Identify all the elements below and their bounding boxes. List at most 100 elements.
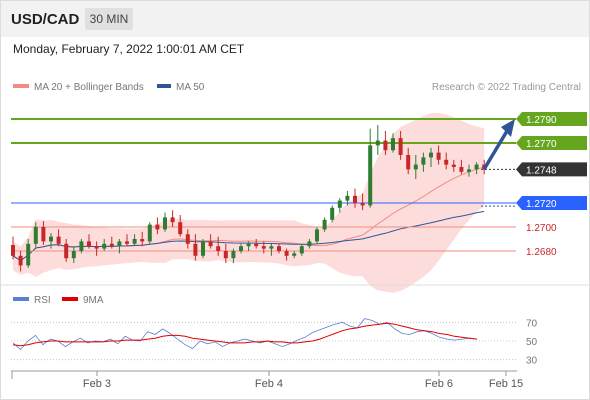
header-bar: USD/CAD 30 MIN (1, 1, 589, 37)
candle (299, 243, 304, 256)
rsi-panel: 70 50 30 (11, 318, 538, 367)
legend-swatch-ma50 (157, 84, 171, 88)
candle (155, 217, 160, 235)
candle (231, 248, 236, 263)
candle (140, 231, 145, 247)
candle (261, 241, 266, 254)
price-levels (11, 118, 516, 252)
bollinger-band-fill (13, 112, 485, 293)
candle (391, 133, 395, 153)
candle (125, 234, 129, 247)
candle (87, 234, 91, 249)
rsi-ma-line (12, 322, 478, 347)
rsi-legend-label: RSI (34, 295, 51, 306)
candle (201, 239, 205, 259)
rsi-tick-50: 50 (526, 337, 538, 348)
copyright-text: Research © 2022 Trading Central (432, 82, 581, 93)
candle (170, 210, 175, 227)
candle (337, 198, 342, 213)
x-tick-label: Feb 6 (425, 378, 453, 390)
level-tag-1.2770 (516, 136, 587, 150)
candle (216, 236, 221, 256)
candle (474, 162, 479, 175)
candle (269, 243, 274, 256)
candle (429, 147, 433, 167)
rsi-line (12, 318, 478, 350)
candle (71, 246, 76, 263)
x-axis: Feb 3 Feb 4 Feb 6 Feb 15 (11, 370, 523, 390)
candle (193, 234, 198, 261)
candle (33, 222, 38, 248)
legend-label-ma20: MA 20 + Bollinger Bands (34, 82, 144, 93)
candle (330, 205, 335, 223)
candle (56, 229, 61, 247)
level-tag-1.2720 (516, 196, 587, 210)
candle (375, 125, 380, 155)
level-text-1.2720: 1.2720 (526, 199, 557, 210)
candle (41, 221, 46, 245)
rsi-tick-30: 30 (526, 356, 538, 367)
candle (178, 215, 183, 237)
candle (398, 131, 403, 160)
candle (79, 239, 84, 254)
candle (208, 234, 213, 249)
candle (18, 251, 23, 272)
datetime-label: Monday, February 7, 2022 1:00:01 AM CET (13, 42, 245, 56)
candle (239, 243, 243, 254)
level-text-1.2770: 1.2770 (526, 139, 557, 150)
candle (163, 212, 167, 232)
legend-label-ma50: MA 50 (176, 82, 205, 93)
x-tick-label: Feb 15 (489, 378, 523, 390)
level-labels: 1.2790 1.2770 1.2748 1.2720 1.2700 1.2680 (516, 112, 587, 258)
candle (147, 222, 152, 244)
level-text-1.2790: 1.2790 (526, 115, 557, 126)
candle (94, 241, 99, 256)
timeframe-button[interactable]: 30 MIN (85, 8, 133, 30)
rsi-legend: RSI 9MA (13, 295, 104, 306)
candle (451, 159, 456, 172)
candle (246, 241, 251, 251)
candle (467, 164, 471, 177)
candle (459, 159, 464, 175)
symbol-title: USD/CAD (11, 11, 80, 28)
candle (436, 145, 441, 165)
ma9-legend-label: 9MA (83, 295, 104, 306)
candle (368, 128, 373, 208)
x-tick-label: Feb 4 (255, 378, 283, 390)
candle (185, 229, 190, 249)
candle (360, 193, 365, 211)
candle (383, 131, 388, 155)
candle (421, 152, 426, 172)
candle (345, 191, 350, 206)
ma9-legend-swatch (62, 297, 78, 301)
candle (413, 155, 418, 179)
candle (11, 236, 15, 260)
candle (223, 243, 228, 263)
candle (277, 243, 281, 254)
candle (284, 248, 289, 261)
candle (254, 239, 259, 249)
candle (102, 239, 107, 251)
candle (322, 217, 327, 232)
candle (109, 236, 114, 249)
candle (64, 239, 69, 262)
candle (49, 233, 53, 249)
x-tick-label: Feb 3 (83, 378, 111, 390)
candle (315, 227, 319, 244)
candle (406, 147, 411, 175)
candle (353, 188, 357, 208)
candle (132, 234, 137, 247)
level-tag-1.2748 (516, 162, 587, 177)
level-tag-1.2790 (516, 112, 587, 126)
candle (307, 239, 312, 249)
arrow-shaft (482, 130, 509, 171)
rsi-legend-swatch (13, 297, 29, 301)
legend: MA 20 + Bollinger Bands MA 50 Research ©… (13, 82, 581, 93)
arrow-head (501, 119, 515, 137)
rsi-tick-70: 70 (526, 318, 538, 329)
candle (292, 251, 297, 259)
level-text-1.2748: 1.2748 (526, 165, 557, 176)
level-text-1.2700: 1.2700 (526, 223, 557, 234)
